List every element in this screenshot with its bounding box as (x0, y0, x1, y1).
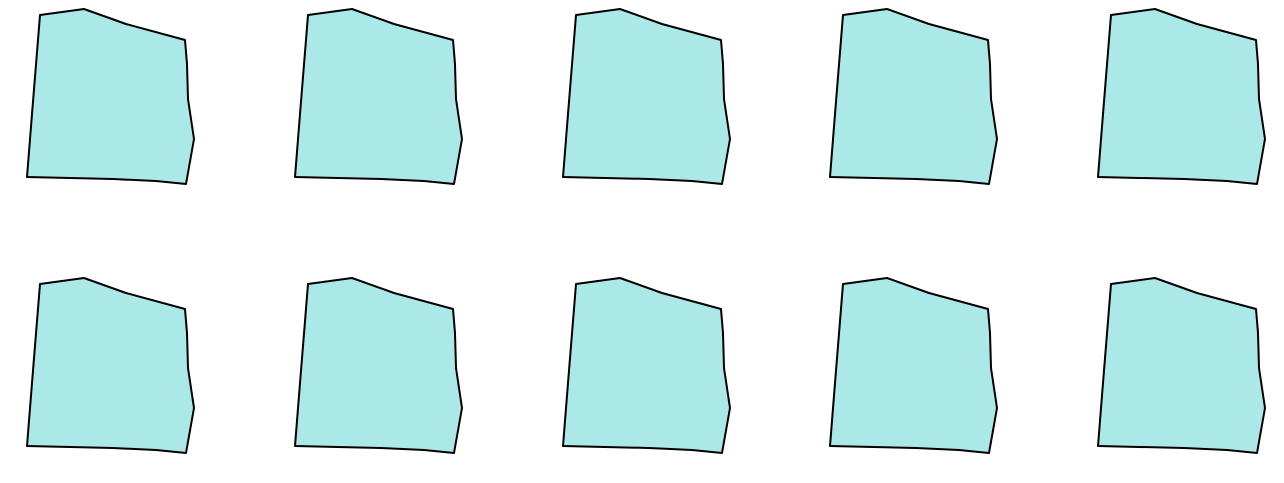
shape-outline (294, 8, 463, 185)
shape-outline (829, 8, 998, 185)
pentagon-tile-icon (294, 277, 463, 454)
pentagon-tile-icon (26, 8, 195, 185)
pentagon-tile-icon (1097, 8, 1266, 185)
shape-outline (1097, 8, 1266, 185)
shape-outline (26, 8, 195, 185)
shape-tile (554, 4, 734, 189)
shape-outline (829, 277, 998, 454)
shape-tile (18, 273, 198, 458)
shape-tile (286, 273, 466, 458)
pentagon-tile-icon (562, 8, 731, 185)
pentagon-tile-icon (829, 277, 998, 454)
pentagon-tile-icon (562, 277, 731, 454)
shape-tile (554, 273, 734, 458)
pentagon-tile-icon (26, 277, 195, 454)
pentagon-tile-icon (829, 8, 998, 185)
shape-tile (821, 273, 1001, 458)
shape-outline (562, 8, 731, 185)
shape-tile (821, 4, 1001, 189)
pentagon-tile-icon (1097, 277, 1266, 454)
shape-tile (1089, 4, 1269, 189)
shape-tile (1089, 273, 1269, 458)
shape-outline (294, 277, 463, 454)
shape-tile (18, 4, 198, 189)
shape-outline (562, 277, 731, 454)
shape-outline (1097, 277, 1266, 454)
pentagon-tile-icon (294, 8, 463, 185)
shape-outline (26, 277, 195, 454)
shape-tile (286, 4, 466, 189)
